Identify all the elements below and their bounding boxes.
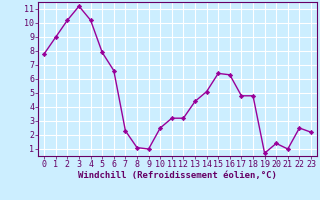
X-axis label: Windchill (Refroidissement éolien,°C): Windchill (Refroidissement éolien,°C) <box>78 171 277 180</box>
